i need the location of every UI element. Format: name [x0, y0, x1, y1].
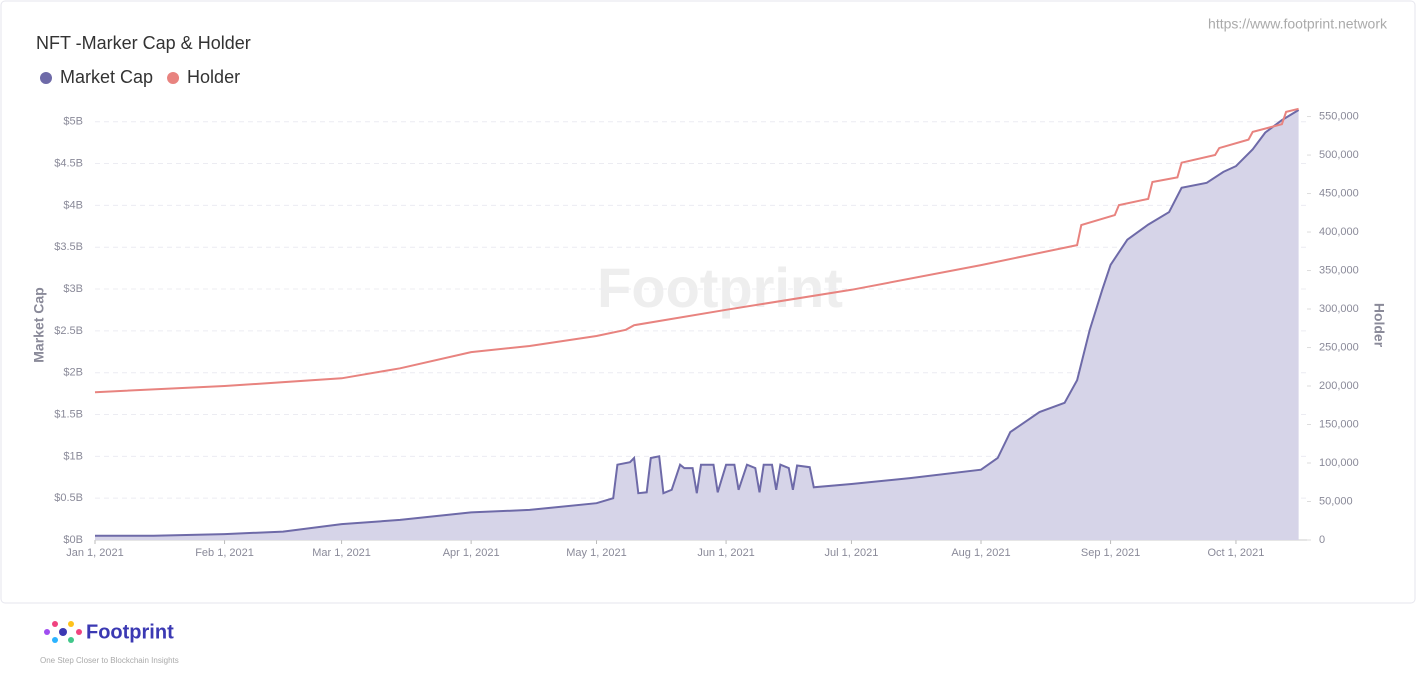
x-tick-label: Oct 1, 2021	[1208, 547, 1265, 559]
footer-tagline: One Step Closer to Blockchain Insights	[40, 656, 179, 665]
y-tick-label: $0B	[63, 534, 83, 546]
y2-tick-label: 450,000	[1319, 187, 1359, 199]
series-line	[94, 107, 1299, 394]
y2-tick-label: 0	[1319, 534, 1325, 546]
area-fill	[95, 110, 1299, 540]
y2-tick-label: 400,000	[1319, 226, 1359, 238]
x-tick-label: Jun 1, 2021	[697, 547, 755, 559]
y-axis-title: Market Cap	[31, 287, 47, 362]
watermark: Footprint	[597, 256, 843, 319]
y-tick-label: $0.5B	[54, 492, 83, 504]
y-tick-label: $3.5B	[54, 241, 83, 253]
y-tick-label: $3B	[63, 283, 83, 295]
y-tick-label: $4.5B	[54, 157, 83, 169]
footer-logo	[44, 621, 82, 643]
y-tick-label: $1B	[63, 450, 83, 462]
y-tick-label: $2.5B	[54, 325, 83, 337]
x-tick-label: Apr 1, 2021	[443, 547, 500, 559]
x-tick-label: Jan 1, 2021	[66, 547, 124, 559]
y2-axis-title: Holder	[1371, 303, 1387, 348]
y2-tick-label: 250,000	[1319, 341, 1359, 353]
y2-tick-label: 150,000	[1319, 418, 1359, 430]
y-tick-label: $1.5B	[54, 408, 83, 420]
legend-marker	[167, 72, 180, 84]
x-tick-label: Mar 1, 2021	[312, 547, 371, 559]
legend-label: Holder	[187, 67, 240, 87]
x-tick-label: Feb 1, 2021	[195, 547, 254, 559]
legend-label: Market Cap	[60, 67, 153, 87]
x-tick-label: Jul 1, 2021	[825, 547, 879, 559]
series-line	[95, 109, 1300, 537]
footer-brand: Footprint	[86, 621, 174, 643]
y2-tick-label: 350,000	[1319, 264, 1359, 276]
y-tick-label: $2B	[63, 367, 83, 379]
y2-tick-label: 50,000	[1319, 495, 1353, 507]
y2-tick-label: 200,000	[1319, 380, 1359, 392]
y2-tick-label: 300,000	[1319, 303, 1359, 315]
chart-title: NFT -Marker Cap & Holder	[36, 33, 251, 53]
y2-tick-label: 500,000	[1319, 149, 1359, 161]
x-tick-label: May 1, 2021	[566, 547, 627, 559]
x-tick-label: Aug 1, 2021	[951, 547, 1010, 559]
y2-tick-label: 550,000	[1319, 110, 1359, 122]
y2-tick-label: 100,000	[1319, 457, 1359, 469]
source-url: https://www.footprint.network	[1208, 16, 1388, 32]
x-tick-label: Sep 1, 2021	[1081, 547, 1140, 559]
legend-marker	[40, 72, 52, 84]
y-tick-label: $5B	[63, 116, 83, 128]
y-tick-label: $4B	[63, 199, 83, 211]
